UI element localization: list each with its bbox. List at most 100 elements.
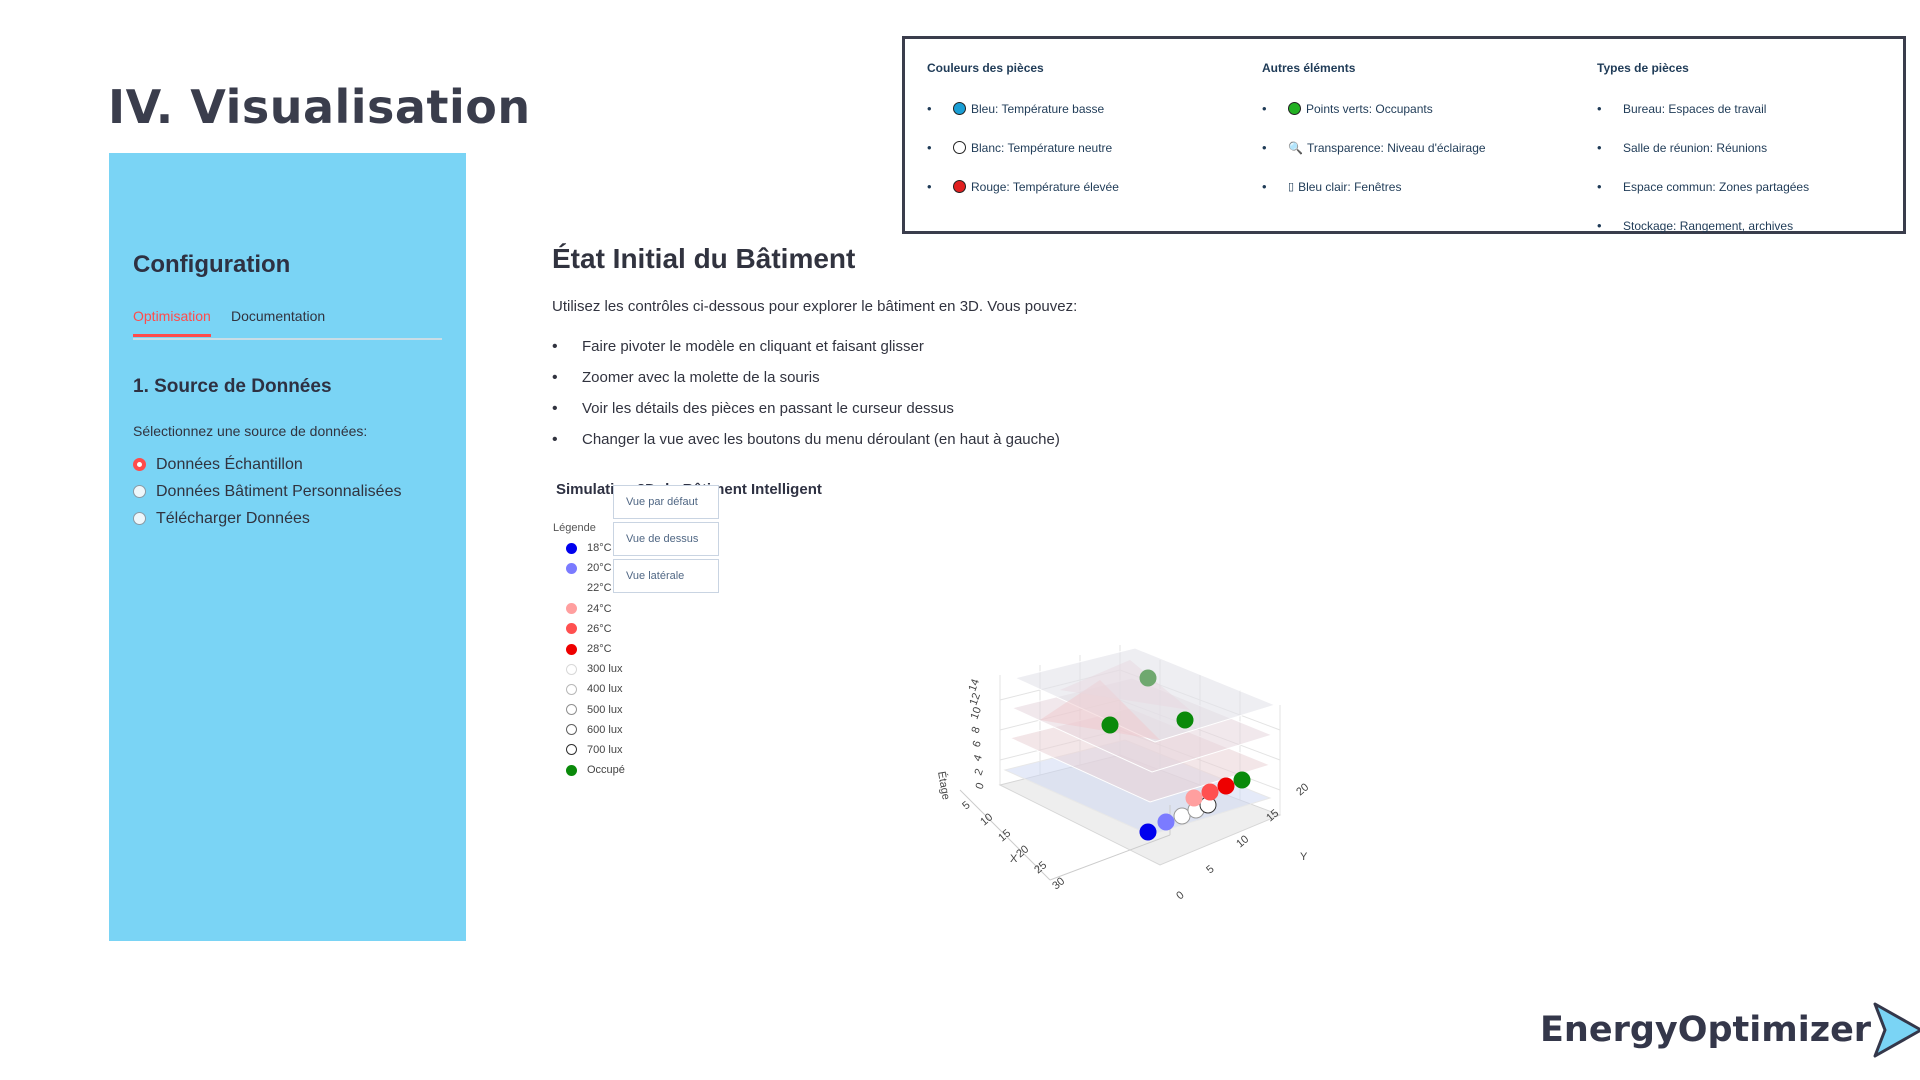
y-tick-label: 5: [1204, 863, 1216, 876]
list-item-text: Voir les détails des pièces en passant l…: [582, 400, 954, 417]
legend-label: Occupé: [587, 764, 625, 777]
legend-marker-icon: [566, 724, 577, 736]
chart-legend-item[interactable]: 20°C: [553, 558, 625, 578]
legend-label: 18°C: [587, 542, 612, 555]
legend-marker-icon: [566, 764, 577, 776]
room-marker[interactable]: [1101, 716, 1119, 734]
brand-name: EnergyOptimizer: [1540, 1010, 1872, 1050]
radio-custom-building-data[interactable]: Données Bâtiment Personnalisées: [133, 478, 401, 505]
legend-marker-icon: [566, 704, 577, 716]
main-description: Utilisez les contrôles ci-dessous pour e…: [552, 298, 1078, 315]
list-item: • Faire pivoter le modèle en cliquant et …: [552, 338, 924, 355]
chart-legend-item[interactable]: 700 lux: [553, 740, 625, 760]
chart-legend-item[interactable]: 28°C: [553, 639, 625, 659]
legend-label: 600 lux: [587, 723, 623, 736]
list-item: • Voir les détails des pièces en passant …: [552, 400, 954, 417]
radio-sample-data[interactable]: Données Échantillon: [133, 451, 401, 478]
main-title: État Initial du Bâtiment: [552, 243, 856, 274]
room-marker[interactable]: [1185, 789, 1203, 807]
y-axis-title: Y: [1300, 851, 1308, 863]
legend-label: 400 lux: [587, 683, 623, 696]
list-item: • Changer la vue avec les boutons du menu…: [552, 431, 1060, 448]
list-item: • Zoomer avec la molette de la souris: [552, 369, 820, 386]
chart-legend-item[interactable]: 26°C: [553, 619, 625, 639]
legend-item-text: Points verts: Occupants: [1306, 101, 1433, 116]
legend-item: • ▯ Bleu clair: Fenêtres: [1262, 179, 1402, 194]
room-marker[interactable]: [1233, 771, 1251, 789]
x-tick-label: 30: [1050, 875, 1067, 892]
white-dot-icon: [953, 141, 966, 154]
chart-legend-item[interactable]: 24°C: [553, 599, 625, 619]
y-tick-label: 0: [1174, 889, 1186, 902]
chart-legend-item[interactable]: 22°C: [553, 578, 625, 598]
blue-dot-icon: [953, 102, 966, 115]
legend-label: 20°C: [587, 562, 612, 575]
sidebar-tabs: Optimisation Documentation: [133, 308, 442, 340]
tab-documentation[interactable]: Documentation: [231, 308, 326, 324]
room-marker[interactable]: [1157, 813, 1175, 831]
legend-item-text: Salle de réunion: Réunions: [1623, 140, 1768, 155]
magnifier-icon: 🔍: [1288, 140, 1303, 155]
z-tick-label: 12: [968, 691, 983, 707]
chart-legend-item[interactable]: 600 lux: [553, 720, 625, 740]
chart-legend-item[interactable]: Occupé: [553, 760, 625, 780]
legend-item: • Blanc: Température neutre: [927, 140, 1113, 155]
x-axis-title: X: [1010, 853, 1018, 865]
legend-marker-icon: [566, 643, 577, 655]
instructions-list: • Faire pivoter le modèle en cliquant et …: [552, 338, 1060, 462]
legend-marker-icon: [566, 603, 577, 615]
legend-marker-icon: [566, 623, 577, 635]
top-view-button[interactable]: Vue de dessus: [613, 522, 719, 556]
radio-unchecked-icon: [133, 485, 146, 498]
legend-other-elements: Autres éléments • Points verts: Occupants…: [1262, 61, 1486, 206]
z-axis-title: Étage: [935, 770, 953, 801]
legend-label: 26°C: [587, 622, 612, 635]
chart-legend-item[interactable]: 400 lux: [553, 679, 625, 699]
z-tick-label: 2: [973, 767, 986, 777]
side-view-button[interactable]: Vue latérale: [613, 559, 719, 593]
z-tick-label: 14: [967, 677, 982, 693]
legend-heading: Types de pièces: [1597, 61, 1689, 75]
legend-marker-icon: [566, 582, 577, 594]
legend-item-text: Espace commun: Zones partagées: [1623, 179, 1810, 194]
view-dropdown-menu: Vue par défaut Vue de dessus Vue latéral…: [613, 485, 719, 596]
legend-label: 700 lux: [587, 743, 623, 756]
sidebar-title: Configuration: [133, 251, 291, 278]
y-tick-label: 20: [1294, 781, 1311, 798]
legend-item-text: Bureau: Espaces de travail: [1623, 101, 1767, 116]
legend-item-text: Bleu clair: Fenêtres: [1298, 179, 1402, 194]
legend-label: 22°C: [587, 582, 612, 595]
chart-legend-item[interactable]: 500 lux: [553, 700, 625, 720]
tab-optimisation[interactable]: Optimisation: [133, 308, 211, 337]
z-tick-label: 4: [972, 753, 985, 763]
room-marker[interactable]: [1139, 823, 1157, 841]
room-marker[interactable]: [1201, 783, 1219, 801]
z-tick-label: 0: [974, 781, 987, 791]
list-item-text: Zoomer avec la molette de la souris: [582, 369, 820, 386]
x-tick-label: 10: [978, 811, 995, 828]
legend-label: 24°C: [587, 602, 612, 615]
legend-item: • Stockage: Rangement, archives: [1597, 218, 1794, 233]
legend-heading: Autres éléments: [1262, 61, 1356, 75]
legend-item: • Points verts: Occupants: [1262, 101, 1433, 116]
legend-item-text: Rouge: Température élevée: [971, 179, 1119, 194]
legend-item-text: Stockage: Rangement, archives: [1623, 218, 1794, 233]
legend-item-text: Blanc: Température neutre: [971, 140, 1113, 155]
room-marker[interactable]: [1139, 669, 1157, 687]
z-tick-label: 6: [971, 739, 984, 749]
legend-label: 500 lux: [587, 703, 623, 716]
green-dot-icon: [1288, 102, 1301, 115]
legend-box: Couleurs des pièces • Bleu: Température b…: [902, 36, 1906, 234]
legend-item: • Bureau: Espaces de travail: [1597, 101, 1767, 116]
radio-upload-data[interactable]: Télécharger Données: [133, 505, 401, 532]
list-item-text: Changer la vue avec les boutons du menu …: [582, 431, 1060, 448]
room-marker[interactable]: [1176, 711, 1194, 729]
radio-label: Données Échantillon: [156, 455, 303, 473]
default-view-button[interactable]: Vue par défaut: [613, 485, 719, 519]
chart-legend-item[interactable]: 18°C: [553, 538, 625, 558]
chart-legend-item[interactable]: 300 lux: [553, 659, 625, 679]
x-tick-label: 25: [1032, 859, 1049, 876]
room-marker[interactable]: [1217, 777, 1235, 795]
legend-marker-icon: [566, 744, 577, 756]
